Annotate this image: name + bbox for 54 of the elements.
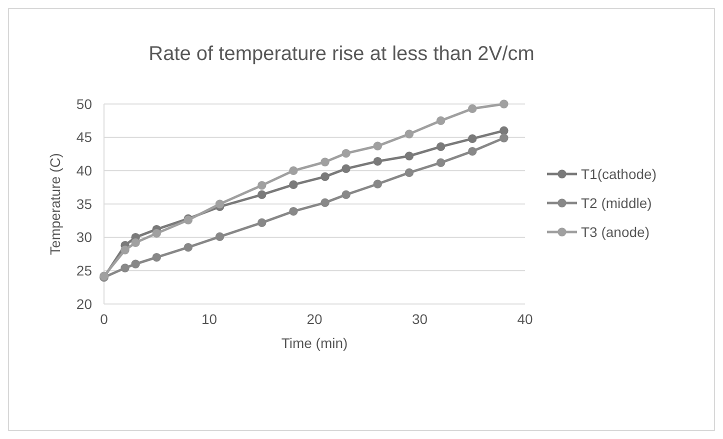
point: [152, 228, 161, 238]
y-axis-title: Temperature (C): [47, 153, 63, 255]
y-tick-label: 50: [76, 96, 92, 112]
point: [258, 180, 266, 190]
point: [404, 152, 414, 160]
point: [436, 116, 446, 126]
point: [289, 166, 298, 176]
point: [404, 130, 414, 138]
legend-label: T1(cathode): [581, 166, 656, 182]
x-tick-label: 40: [517, 311, 533, 327]
legend-label: T2 (middle): [581, 194, 652, 211]
point: [215, 232, 224, 242]
point: [215, 200, 224, 208]
point: [289, 206, 298, 216]
x-tick-label: 0: [100, 311, 108, 327]
point: [131, 260, 140, 268]
point: [320, 198, 330, 208]
point: [468, 146, 477, 156]
point: [342, 190, 350, 200]
point: [289, 180, 298, 190]
point: [500, 134, 508, 142]
point: [152, 252, 161, 262]
legend-label: T3 (anode): [581, 224, 650, 240]
y-tick-label: 30: [76, 229, 92, 246]
point: [373, 180, 382, 188]
point: [468, 104, 477, 114]
point: [184, 242, 193, 252]
point: [120, 246, 130, 254]
point: [320, 158, 330, 166]
chart-title: Rate of temperature rise at less than 2V/cm: [148, 43, 534, 65]
y-tick-label: 25: [76, 262, 92, 279]
point: [404, 168, 414, 178]
point: [342, 148, 350, 158]
point: [320, 172, 330, 182]
y-tick-label: 45: [76, 129, 92, 146]
x-axis-title: Time (min): [281, 335, 348, 351]
y-tick-label: 20: [76, 296, 92, 312]
point: [500, 126, 508, 136]
point: [436, 142, 446, 152]
y-tick-label: 35: [76, 196, 92, 212]
x-tick-label: 20: [306, 311, 322, 327]
point: [373, 142, 382, 150]
point: [373, 156, 382, 166]
point: [468, 134, 477, 144]
y-tick-label: 40: [76, 162, 92, 179]
point: [436, 158, 446, 168]
point: [258, 190, 266, 200]
point: [500, 100, 508, 108]
x-tick-label: 10: [201, 311, 218, 327]
point: [258, 218, 266, 228]
x-tick-label: 30: [412, 311, 428, 327]
point: [131, 238, 140, 248]
point: [120, 264, 130, 272]
point: [342, 164, 350, 174]
